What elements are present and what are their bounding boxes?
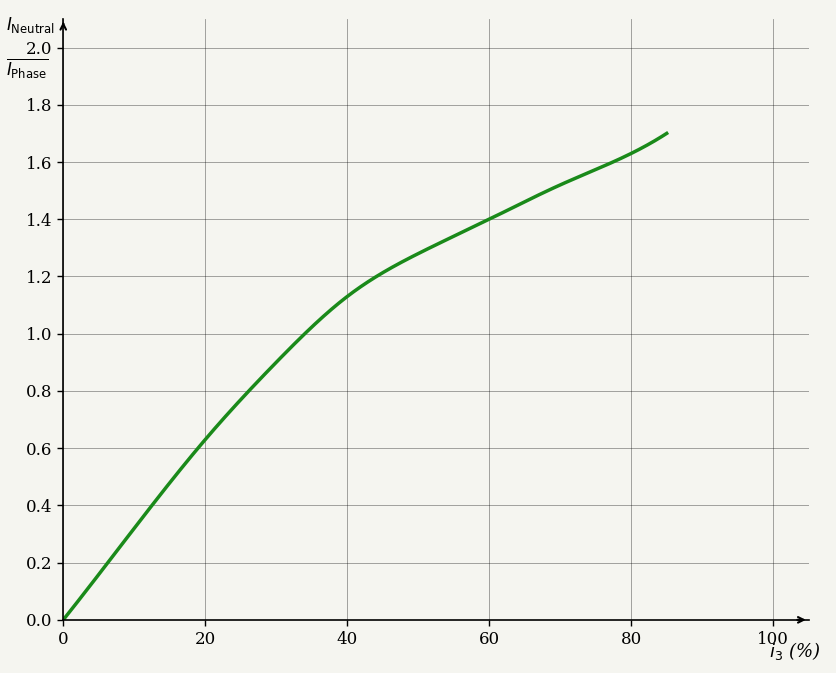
Text: $i_3$ (%): $i_3$ (%) xyxy=(768,640,820,662)
Text: $\overline{I_{\mathrm{Phase}}}$: $\overline{I_{\mathrm{Phase}}}$ xyxy=(7,56,48,79)
Text: $I_{\mathrm{Neutral}}$: $I_{\mathrm{Neutral}}$ xyxy=(7,15,55,35)
